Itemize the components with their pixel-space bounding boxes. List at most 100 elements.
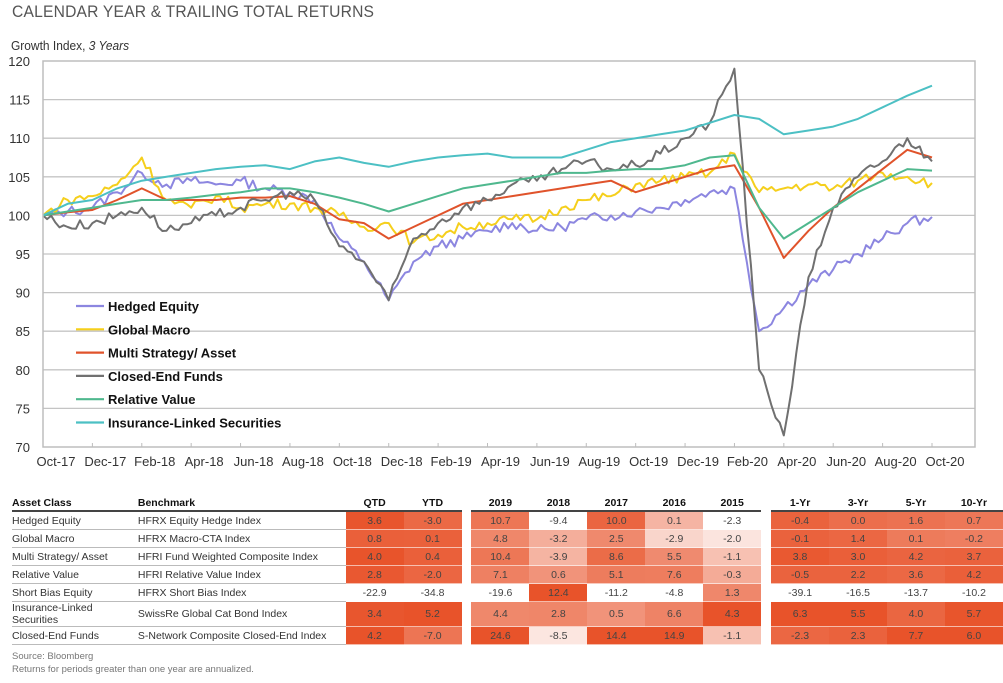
calendar-value-cell: -1.1 <box>703 626 762 645</box>
asset-class-cell: Short Bias Equity <box>12 583 138 602</box>
gap <box>461 565 472 584</box>
table-row: Multi Strategy/ Asset HFRI Fund Weighted … <box>12 547 1003 566</box>
x-tick-label: Oct-19 <box>629 454 668 469</box>
benchmark-cell: HFRI Relative Value Index <box>137 565 346 584</box>
trailing-value-cell: 3.8 <box>771 547 830 566</box>
calendar-value-cell: 6.6 <box>645 601 704 627</box>
calendar-value-cell: 7.1 <box>471 565 530 584</box>
calendar-value-cell: -8.5 <box>529 626 588 645</box>
trailing-value-cell: 0.0 <box>829 511 887 530</box>
gap <box>461 496 472 511</box>
header-2015: 2015 <box>703 496 762 512</box>
gap <box>761 583 772 602</box>
calendar-value-cell: 14.9 <box>645 626 704 645</box>
calendar-value-cell: 14.4 <box>587 626 646 645</box>
calendar-value-cell: 7.6 <box>645 565 704 584</box>
gap <box>761 565 772 584</box>
x-tick-label: Jun-20 <box>826 454 866 469</box>
period-value-cell: 2.8 <box>345 565 404 584</box>
header-2017: 2017 <box>587 496 646 512</box>
calendar-value-cell: -4.8 <box>645 583 704 602</box>
header-1yr: 1-Yr <box>771 496 830 512</box>
period-value-cell: 4.2 <box>345 626 404 645</box>
calendar-value-cell: 24.6 <box>471 626 530 645</box>
trailing-value-cell: 5.5 <box>829 601 887 627</box>
calendar-value-cell: 4.3 <box>703 601 762 627</box>
trailing-value-cell: 6.3 <box>771 601 830 627</box>
subtitle-main: Growth Index, <box>11 38 89 53</box>
table-row: Insurance-Linked Securities SwissRe Globa… <box>12 601 1003 627</box>
calendar-value-cell: -11.2 <box>587 583 646 602</box>
returns-table: Asset Class Benchmark QTD YTD 2019 2018 … <box>12 496 1003 645</box>
growth-index-chart: 70 75 80 85 90 95 100 105 110 115 120 Oct-17 Dec-17… <box>8 54 976 469</box>
gap <box>461 626 472 645</box>
gap <box>461 511 472 530</box>
series-lines <box>42 67 933 437</box>
trailing-value-cell: -0.2 <box>944 529 1003 548</box>
calendar-value-cell: 4.8 <box>471 529 530 548</box>
chart-subtitle: Growth Index, 3 Years <box>11 38 129 53</box>
x-tick-label: Aug-18 <box>282 454 324 469</box>
period-value-cell: 3.4 <box>345 601 404 627</box>
y-tick-label: 115 <box>9 93 30 108</box>
benchmark-cell: HFRX Macro-CTA Index <box>137 529 346 548</box>
asset-class-cell: Insurance-Linked Securities <box>12 601 138 627</box>
benchmark-cell: HFRI Fund Weighted Composite Index <box>137 547 346 566</box>
y-tick-label: 90 <box>16 286 30 301</box>
x-axis-ticks: Oct-17 Dec-17 Feb-18 Apr-18 Jun-18 Aug-18 Oct-… <box>36 443 965 469</box>
page-title: CALENDAR YEAR & TRAILING TOTAL RETURNS <box>12 2 375 21</box>
table-row: Closed-End Funds S-Network Composite Clos… <box>12 626 1003 645</box>
period-value-cell: -34.8 <box>403 583 462 602</box>
calendar-value-cell: 8.6 <box>587 547 646 566</box>
calendar-value-cell: 5.1 <box>587 565 646 584</box>
x-tick-label: Apr-18 <box>185 454 224 469</box>
gap <box>461 601 472 627</box>
trailing-value-cell: -0.5 <box>771 565 830 584</box>
trailing-value-cell: 2.2 <box>829 565 887 584</box>
trailing-value-cell: 4.2 <box>944 565 1003 584</box>
calendar-value-cell: 2.8 <box>529 601 588 627</box>
x-tick-label: Feb-20 <box>727 454 768 469</box>
calendar-value-cell: 0.1 <box>645 511 704 530</box>
x-tick-label: Apr-19 <box>481 454 520 469</box>
gap <box>761 626 772 645</box>
calendar-value-cell: -1.1 <box>703 547 762 566</box>
x-tick-label: Feb-18 <box>134 454 175 469</box>
trailing-value-cell: -16.5 <box>829 583 887 602</box>
y-tick-label: 70 <box>16 440 30 455</box>
gap <box>761 547 772 566</box>
x-tick-label: Oct-20 <box>925 454 964 469</box>
calendar-value-cell: -3.2 <box>529 529 588 548</box>
calendar-value-cell: -19.6 <box>471 583 530 602</box>
y-tick-label: 100 <box>8 208 30 223</box>
trailing-value-cell: 0.7 <box>944 511 1003 530</box>
calendar-value-cell: 4.4 <box>471 601 530 627</box>
y-tick-label: 110 <box>9 131 30 146</box>
trailing-value-cell: -2.3 <box>771 626 830 645</box>
period-value-cell: 0.1 <box>403 529 462 548</box>
gap <box>761 511 772 530</box>
gap <box>761 601 772 627</box>
x-tick-label: Aug-19 <box>578 454 620 469</box>
series-line-insurance-linked-securities <box>42 84 933 217</box>
asset-class-cell: Multi Strategy/ Asset <box>12 547 138 566</box>
header-benchmark: Benchmark <box>137 496 346 512</box>
asset-class-cell: Closed-End Funds <box>12 626 138 645</box>
subtitle-italic: 3 Years <box>88 38 130 53</box>
series-line-relative-value <box>42 154 933 240</box>
table-row: Relative Value HFRI Relative Value Index 2… <box>12 565 1003 584</box>
trailing-value-cell: 7.7 <box>887 626 945 645</box>
legend-label: Hedged Equity <box>108 299 200 314</box>
y-tick-label: 120 <box>8 54 30 69</box>
benchmark-cell: HFRX Equity Hedge Index <box>137 511 346 530</box>
legend-label: Relative Value <box>108 392 195 407</box>
calendar-value-cell: -9.4 <box>529 511 588 530</box>
source-note: Source: Bloomberg <box>12 651 94 662</box>
x-tick-label: Feb-19 <box>431 454 472 469</box>
x-tick-label: Apr-20 <box>777 454 816 469</box>
calendar-value-cell: 5.5 <box>645 547 704 566</box>
x-tick-label: Dec-17 <box>84 454 126 469</box>
x-tick-label: Oct-17 <box>36 454 75 469</box>
annualized-note: Returns for periods greater than one yea… <box>12 664 254 675</box>
trailing-value-cell: -10.2 <box>944 583 1003 602</box>
